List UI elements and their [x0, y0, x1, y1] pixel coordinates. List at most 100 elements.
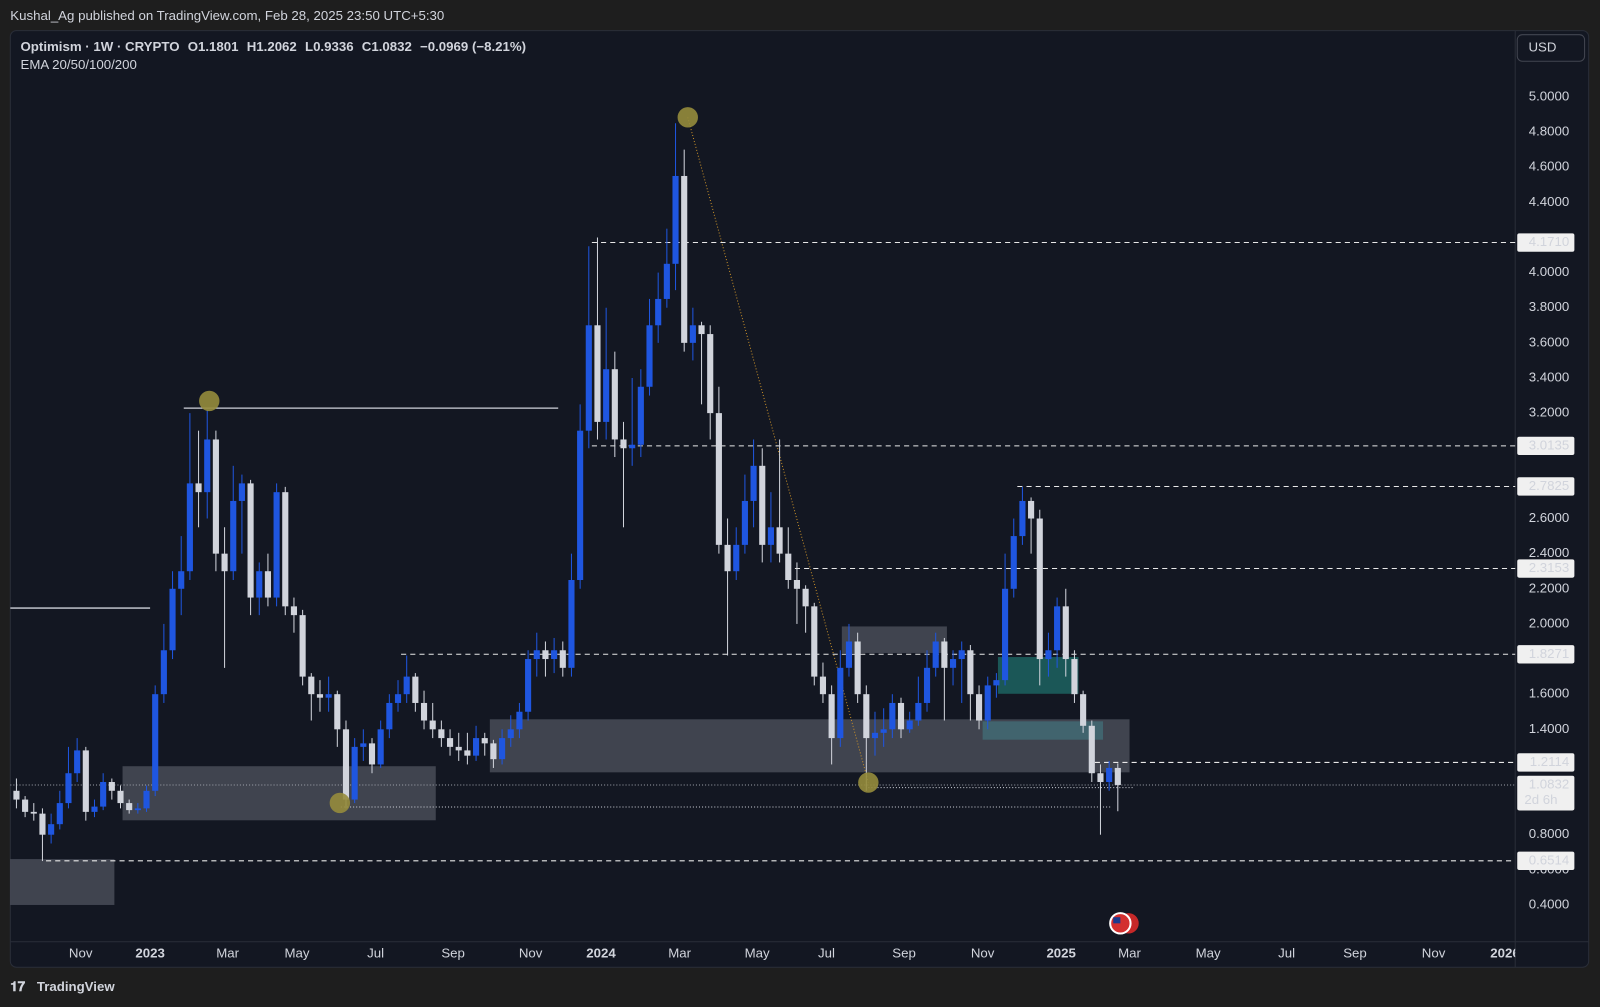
candle-body: [776, 527, 783, 554]
countdown: 2d 6h: [1524, 792, 1557, 807]
level-label: 2.3153: [1529, 560, 1570, 575]
candle-body: [30, 811, 37, 814]
y-tick-label: 3.4000: [1529, 369, 1570, 384]
candle-body: [707, 334, 714, 414]
level-label-box: [1517, 233, 1575, 252]
change: −0.0969 (−8.21%): [420, 38, 526, 53]
candle-body: [1045, 650, 1052, 660]
candle-body: [655, 298, 662, 326]
candle-body: [230, 500, 237, 572]
candle-body: [13, 790, 20, 800]
candle-body: [1010, 536, 1017, 589]
candle-body: [1028, 500, 1035, 519]
candle-body: [845, 641, 853, 668]
candle-body: [247, 483, 254, 598]
candle-body: [1080, 694, 1087, 726]
candle-body: [819, 676, 827, 695]
candle-body: [195, 483, 202, 493]
y-tick-label: 2.0000: [1529, 615, 1570, 630]
candle-body: [993, 680, 1000, 686]
candle-body: [577, 430, 584, 580]
y-tick-label: 4.8000: [1529, 124, 1570, 139]
candle-body: [308, 676, 315, 695]
candle-body: [473, 738, 480, 756]
candle-body: [1106, 767, 1113, 783]
candle-body: [499, 738, 506, 760]
candle-body: [871, 732, 879, 739]
candle-body: [100, 782, 107, 807]
level-label: 2.7825: [1529, 478, 1570, 493]
candle-body: [134, 808, 141, 811]
y-tick-label: 4.4000: [1529, 194, 1570, 209]
candle-body: [481, 738, 488, 744]
zone: [122, 766, 436, 821]
y-tick-label: 0.8000: [1529, 826, 1570, 841]
marker-circle: [199, 390, 220, 412]
x-tick-label: May: [284, 945, 309, 960]
x-tick-label: Jul: [818, 945, 835, 960]
candle-body: [525, 659, 532, 712]
candle-body: [126, 803, 133, 811]
candle-body: [169, 588, 176, 651]
candle-body: [204, 439, 211, 493]
currency-button[interactable]: [1516, 34, 1586, 62]
currency[interactable]: USD: [1528, 39, 1556, 54]
candle-body: [620, 439, 627, 449]
candle-body: [854, 641, 861, 695]
candle-body: [48, 824, 55, 835]
x-tick-label: Sep: [1343, 945, 1367, 960]
level-label: 1.2114: [1530, 754, 1570, 769]
candle-body: [637, 386, 644, 445]
candle-body: [906, 720, 913, 730]
legend-letter: O: [188, 38, 198, 53]
candle-body: [160, 650, 167, 695]
legend-letter: L: [305, 38, 313, 53]
candle-body: [1036, 518, 1043, 660]
candle-body: [811, 606, 818, 677]
candle-body: [65, 773, 72, 804]
candle-body: [282, 492, 289, 607]
candle-body: [429, 720, 436, 730]
candle-body: [611, 369, 618, 440]
level-label: 4.1710: [1529, 234, 1570, 249]
candle-body: [212, 439, 219, 554]
candle-body: [698, 325, 705, 335]
candle-body: [741, 500, 748, 545]
y-tick-label: 4.0000: [1529, 264, 1570, 279]
header: Kushal_Ag published on TradingView.com, …: [10, 8, 444, 23]
candle-body: [152, 694, 159, 791]
candle-body: [1054, 606, 1061, 651]
x-tick-label: Sep: [892, 945, 916, 960]
level-label-box: [1517, 753, 1575, 772]
candle-body: [915, 702, 922, 721]
candle-body: [802, 588, 809, 607]
candle-body: [958, 650, 965, 660]
candle-body: [342, 729, 350, 800]
legend: Optimism · 1W · CRYPTO O1.1801 H1.2062 L0.9…: [21, 38, 527, 53]
x-tick-label: Jul: [1278, 945, 1295, 960]
candle-body: [733, 544, 740, 572]
candle-body: [186, 483, 193, 572]
brand-logo: 𝟏𝟕: [10, 979, 25, 994]
candle-body: [1062, 606, 1069, 660]
candle-body: [82, 750, 89, 812]
candle-body: [932, 641, 939, 668]
y-tick-label: 3.2000: [1529, 405, 1570, 420]
x-tick-label: Jul: [367, 945, 384, 960]
indicator: EMA 20/50/100/200: [21, 57, 137, 72]
candle-body: [334, 694, 341, 730]
candle-body: [594, 325, 601, 422]
legend-letter: C: [362, 38, 372, 53]
candle-body: [264, 571, 271, 598]
marker-circle: [329, 792, 351, 814]
candle-body: [516, 711, 523, 730]
legend-value: 1.1801: [198, 38, 239, 53]
candle-body: [551, 650, 558, 660]
level-label-box: [1517, 436, 1575, 456]
candle-body: [828, 694, 835, 739]
x-tick-label: Sep: [441, 945, 465, 960]
candle-body: [394, 694, 402, 703]
candle-body: [221, 553, 228, 572]
